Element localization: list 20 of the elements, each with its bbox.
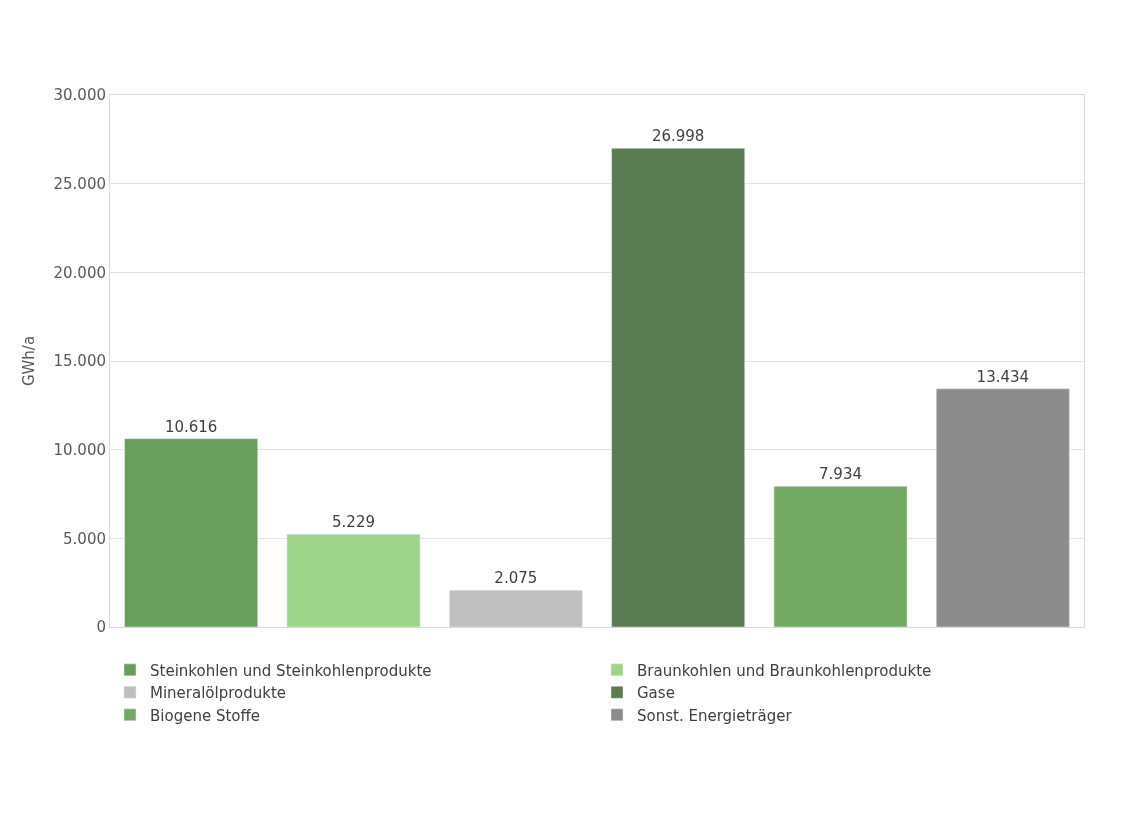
data-label: 10.616 [164,417,218,436]
legend-label: Sonst. Energieträger [637,706,793,725]
data-label: 13.434 [976,367,1030,386]
data-label: 26.998 [651,127,705,146]
legend-label: Braunkohlen und Braunkohlenprodukte [637,661,932,680]
y-tick-label: 15.000 [53,352,106,371]
data-label: 2.075 [494,569,538,588]
y-tick-label: 0 [96,618,106,637]
data-label: 7.934 [819,465,862,484]
y-tick-label: 20.000 [53,263,106,282]
legend-label: Steinkohlen und Steinkohlenprodukte [150,661,432,680]
y-tick-label: 30.000 [53,86,106,105]
legend-label: Biogene Stoffe [150,706,261,725]
legend-label: Gase [637,684,675,703]
data-label: 5.229 [332,513,375,532]
y-tick-label: 25.000 [53,174,106,193]
y-tick-label: 5.000 [63,529,106,548]
y-tick-label: 10.000 [53,440,106,459]
legend-label: Mineralölprodukte [150,684,287,703]
y-axis-title: GWh/a [19,335,38,387]
